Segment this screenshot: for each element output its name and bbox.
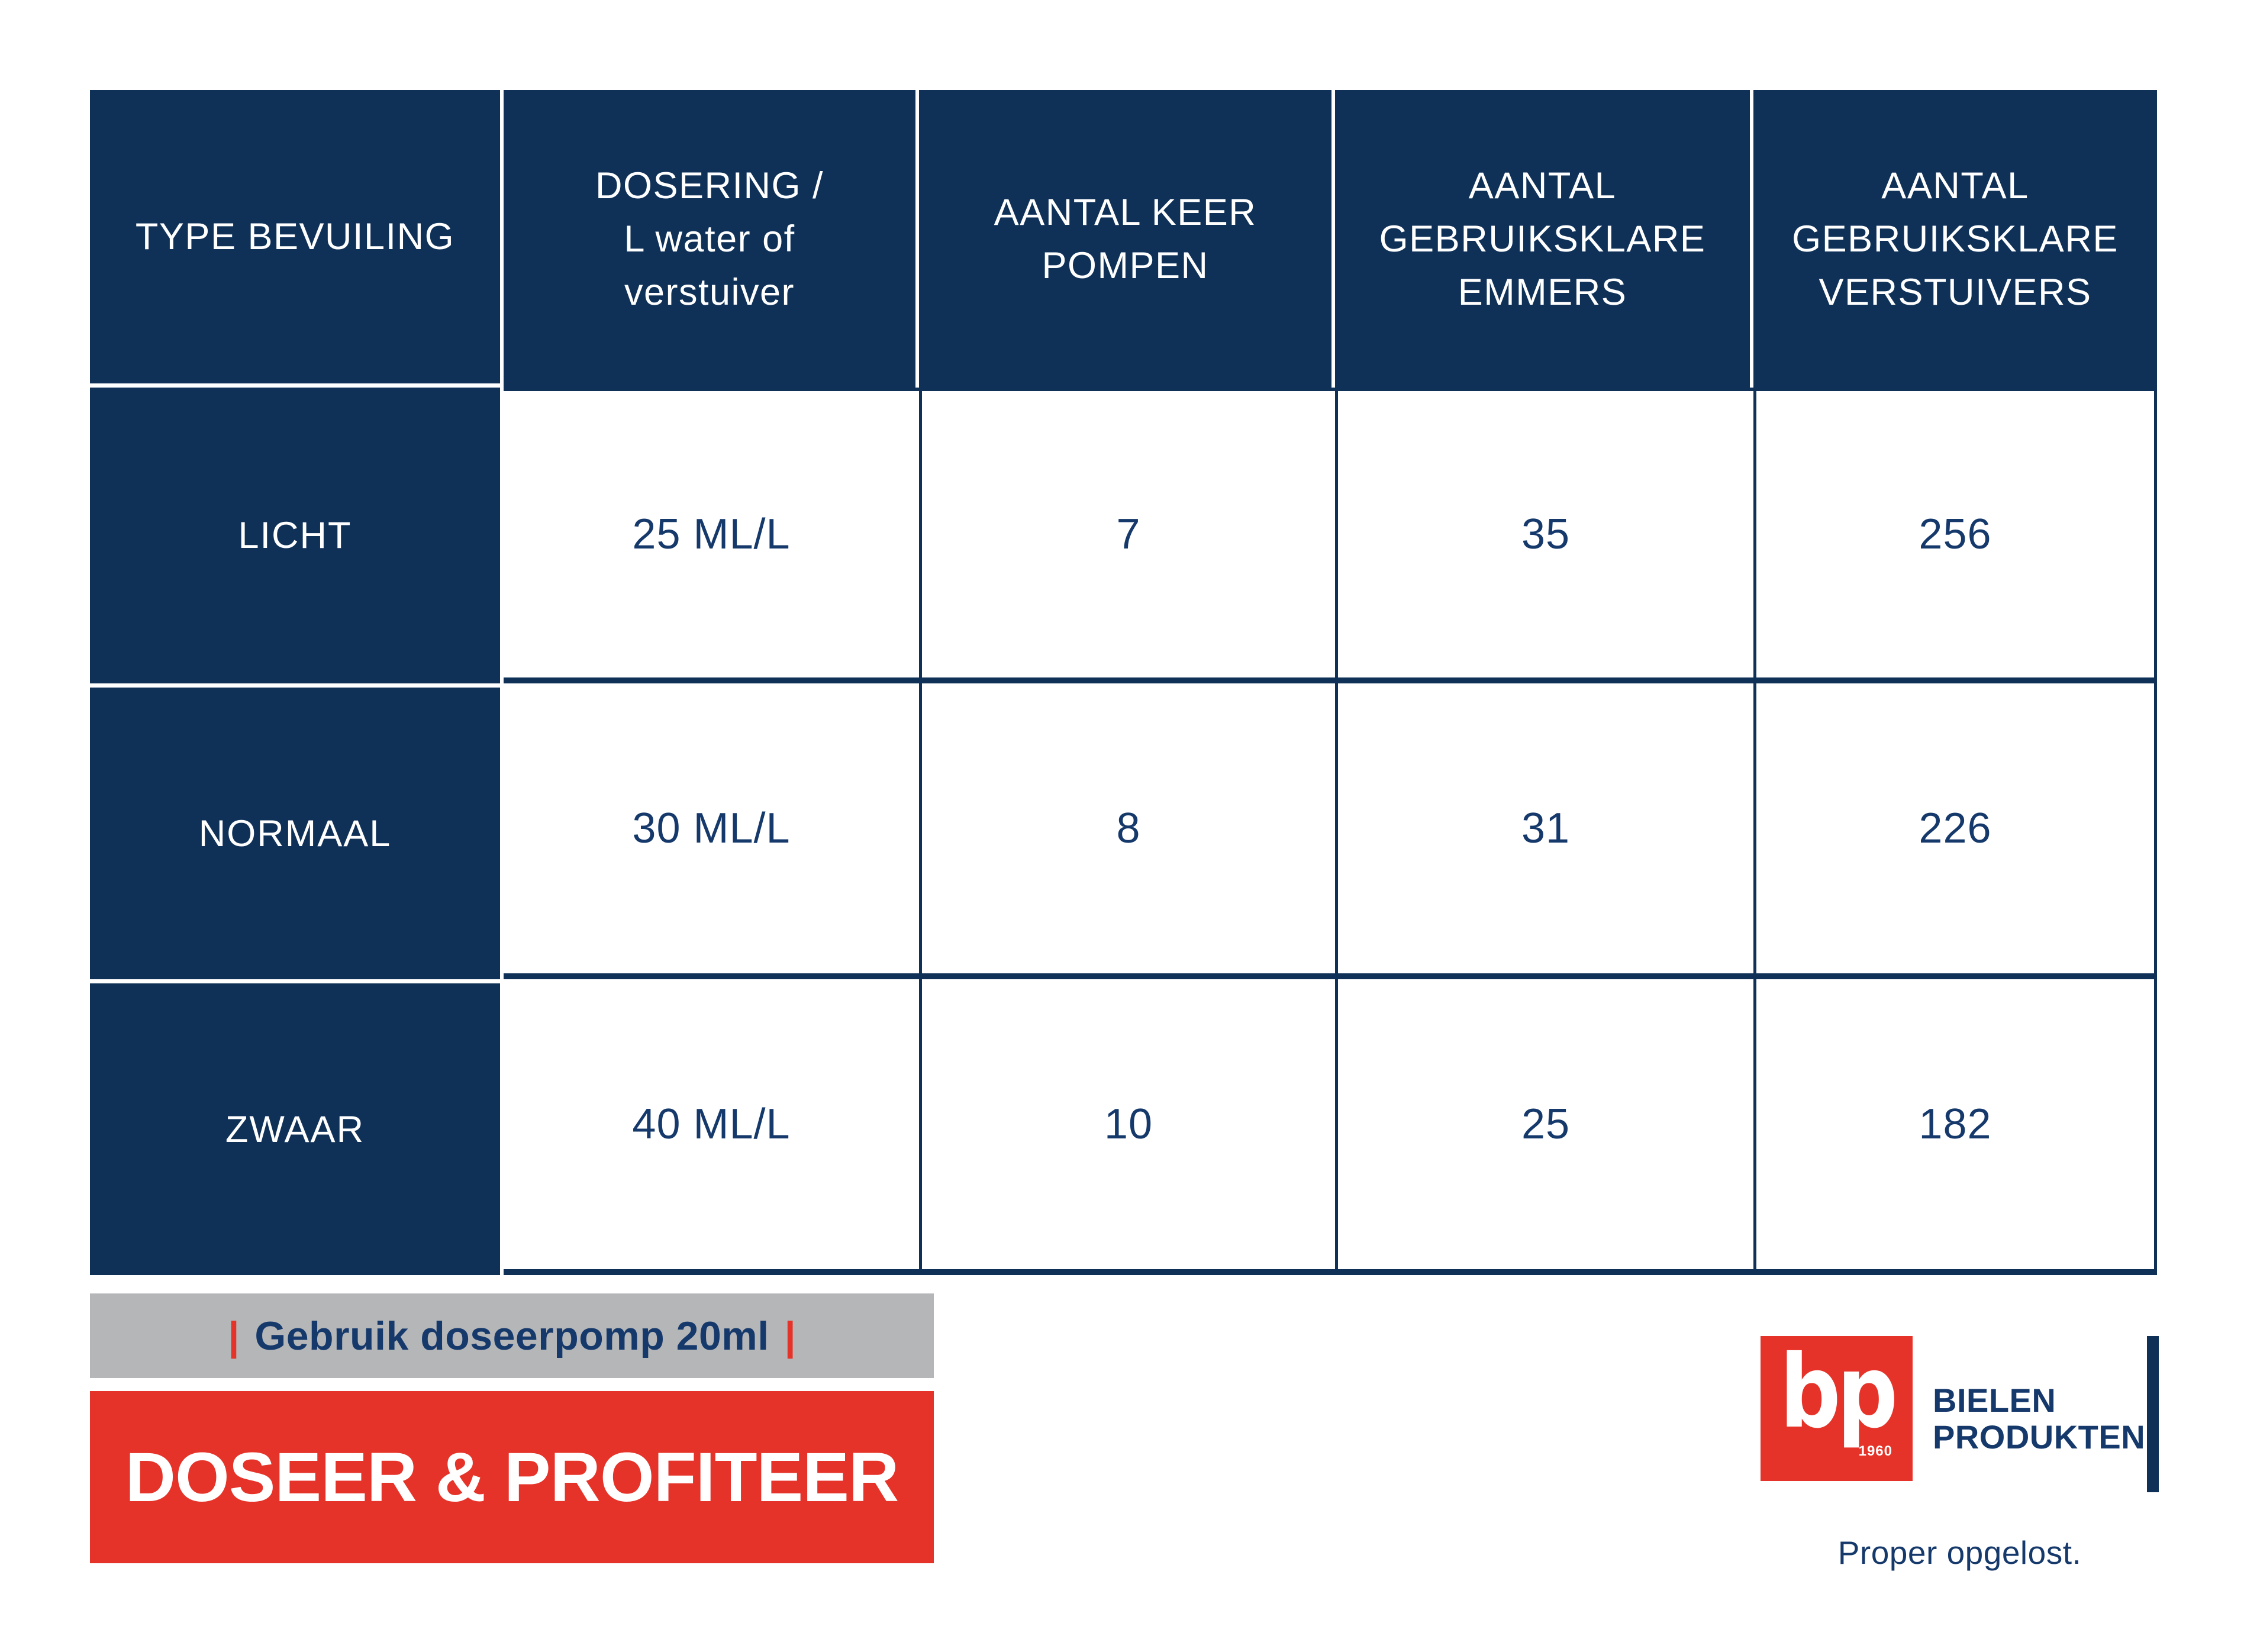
header-line: L water of — [624, 218, 795, 260]
bp-logo-letters: bp — [1779, 1334, 1898, 1451]
header-line: VERSTUIVERS — [1819, 271, 2092, 313]
cell-licht-pompen: 7 — [919, 388, 1335, 683]
logo-company-name: BIELEN PRODUKTEN — [1933, 1382, 2145, 1456]
cell-licht-verstuivers: 256 — [1753, 388, 2157, 683]
header-line: TYPE BEVUILING — [135, 216, 455, 257]
header-line: DOSERING / — [595, 164, 824, 206]
header-line: EMMERS — [1458, 271, 1627, 313]
dosing-table: TYPE BEVUILING DOSERING / L water of ver… — [90, 90, 2157, 1275]
header-line: GEBRUIKSKLARE — [1792, 218, 2119, 260]
headline-banner: DOSEER & PROFITEER — [90, 1391, 934, 1563]
cell-normaal-verstuivers: 226 — [1753, 683, 2157, 979]
header-line: AANTAL — [1468, 164, 1617, 206]
logo-tagline: Proper opgelost. — [1837, 1534, 2082, 1571]
logo-name-line1: BIELEN — [1933, 1382, 2056, 1419]
header-dosering: DOSERING / L water of verstuiver — [504, 90, 919, 388]
header-gebruiksklare-emmers: AANTAL GEBRUIKSKLARE EMMERS — [1335, 90, 1753, 388]
header-line: GEBRUIKSKLARE — [1379, 218, 1706, 260]
logo-divider-bar — [2147, 1336, 2159, 1492]
cell-licht-emmers: 35 — [1335, 388, 1753, 683]
cell-zwaar-pompen: 10 — [919, 979, 1335, 1275]
red-pipe-left: | — [228, 1313, 240, 1359]
header-line: verstuiver — [624, 271, 795, 313]
row-label-normaal: NORMAAL — [90, 683, 504, 979]
row-label-licht: LICHT — [90, 388, 504, 683]
logo-name-line2: PRODUKTEN — [1933, 1418, 2146, 1456]
cell-licht-dosering: 25 ML/L — [504, 388, 919, 683]
header-line: POMPEN — [1042, 244, 1209, 286]
note-banner: | Gebruik doseerpomp 20ml | — [90, 1293, 934, 1378]
header-type-bevuiling: TYPE BEVUILING — [90, 90, 504, 388]
note-text: Gebruik doseerpomp 20ml — [254, 1313, 769, 1359]
cell-zwaar-emmers: 25 — [1335, 979, 1753, 1275]
bp-logo-mark: bp 1960 — [1761, 1336, 1913, 1481]
cell-normaal-dosering: 30 ML/L — [504, 683, 919, 979]
cell-zwaar-dosering: 40 ML/L — [504, 979, 919, 1275]
cell-zwaar-verstuivers: 182 — [1753, 979, 2157, 1275]
header-line: AANTAL — [1881, 164, 2029, 206]
header-line: AANTAL KEER — [994, 191, 1257, 233]
cell-normaal-emmers: 31 — [1335, 683, 1753, 979]
header-aantal-keer-pompen: AANTAL KEER POMPEN — [919, 90, 1335, 388]
row-label-zwaar: ZWAAR — [90, 979, 504, 1275]
bp-logo-year: 1960 — [1858, 1443, 1892, 1459]
red-pipe-right: | — [784, 1313, 796, 1359]
headline-text: DOSEER & PROFITEER — [125, 1438, 899, 1517]
header-gebruiksklare-verstuivers: AANTAL GEBRUIKSKLARE VERSTUIVERS — [1753, 90, 2157, 388]
cell-normaal-pompen: 8 — [919, 683, 1335, 979]
